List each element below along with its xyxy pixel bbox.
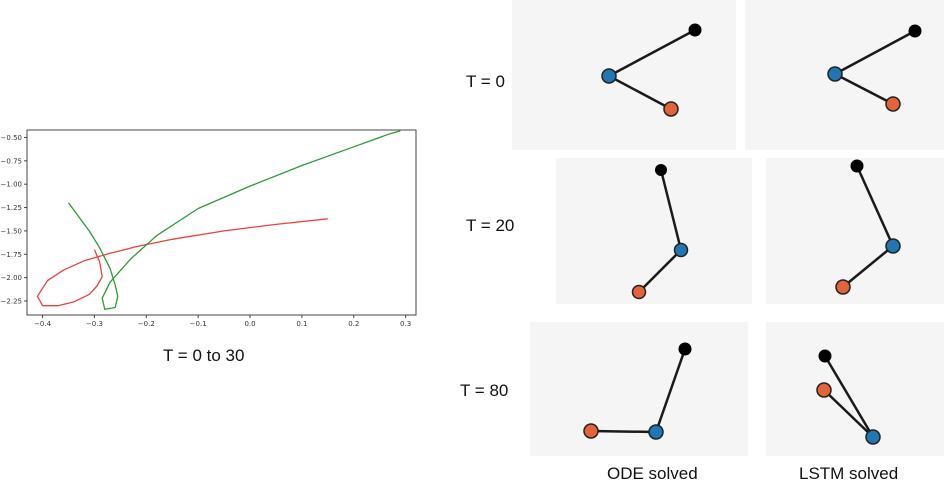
y-axis-ticks: −0.50 −0.75 −1.00 −1.25 −1.50 −1.75 −2.00 −2.25 [1,134,27,305]
rod-upper [834,29,916,76]
rod-upper [654,348,687,433]
series-lines [36,130,401,311]
column-label-ode: ODE solved [607,464,698,483]
x-axis-ticks: −0.4 −0.3 −0.2 −0.1 0.0 0.1 0.2 0.3 [34,315,411,328]
mass-2-node [631,284,647,300]
rod-lower [638,249,682,293]
mass-2-node [835,279,851,295]
series-line-green [67,130,401,311]
rod-upper [608,28,696,78]
rod-lower [834,72,894,106]
x-tick-label: 0.2 [348,320,359,328]
panel-t20-lstm [766,158,944,304]
rod-upper [855,165,895,247]
rod-lower [842,245,894,288]
pivot-node [678,342,692,356]
pivot-node [908,24,922,38]
x-tick-label: −0.4 [34,320,52,328]
x-tick-label: −0.2 [138,320,155,328]
y-tick-label: −1.50 [1,227,22,235]
panel-t80-lstm [766,322,944,456]
x-tick-label: 0.1 [296,320,307,328]
y-tick-label: −2.25 [1,297,22,305]
x-tick-label: 0.0 [244,320,255,328]
panel-t0-lstm [745,0,944,150]
mass-2-node [816,382,832,398]
mass-1-node [601,68,617,84]
mass-2-node [663,101,679,117]
panel-background [556,158,752,304]
row-label-t0: T = 0 [466,72,505,91]
row-label-t80: T = 80 [460,381,509,400]
y-tick-label: −1.25 [1,204,22,212]
panel-t80-ode [530,322,748,456]
panel-t20-ode [556,158,752,304]
y-tick-label: −2.00 [1,274,22,282]
chart-caption: T = 0 to 30 [163,346,245,365]
mass-1-node [865,429,881,445]
y-tick-label: −0.50 [1,134,22,142]
panel-background [766,322,944,456]
mass-1-node [673,242,689,258]
plot-frame [26,129,417,316]
column-label-lstm: LSTM solved [799,464,899,483]
x-tick-label: −0.3 [86,320,103,328]
rod-lower [590,429,657,434]
y-tick-label: −1.00 [1,181,22,189]
mass-1-node [827,66,843,82]
mass-1-node [885,238,901,254]
x-tick-label: −0.1 [190,320,207,328]
mass-2-node [583,423,599,439]
panel-t0-ode [512,0,736,150]
series-line-red [36,218,328,307]
y-tick-label: −0.75 [1,157,22,165]
rod-upper [823,355,875,438]
mass-2-node [885,96,901,112]
panel-background [512,0,736,150]
pivot-node [850,159,864,173]
row-label-t20: T = 20 [466,216,515,235]
pivot-node [655,164,667,176]
mass-1-node [648,424,664,440]
pivot-node [818,349,832,363]
y-tick-label: −1.75 [1,251,22,259]
rod-lower [823,389,874,438]
panel-background [530,322,748,456]
panel-background [766,158,944,304]
trajectory-chart: −0.50 −0.75 −1.00 −1.25 −1.50 −1.75 −2.00 −2.25… [1,129,417,328]
x-tick-label: 0.3 [400,320,411,328]
rod-lower [608,74,672,111]
pivot-node [688,23,702,37]
rod-upper [659,169,683,251]
panel-background [745,0,944,150]
